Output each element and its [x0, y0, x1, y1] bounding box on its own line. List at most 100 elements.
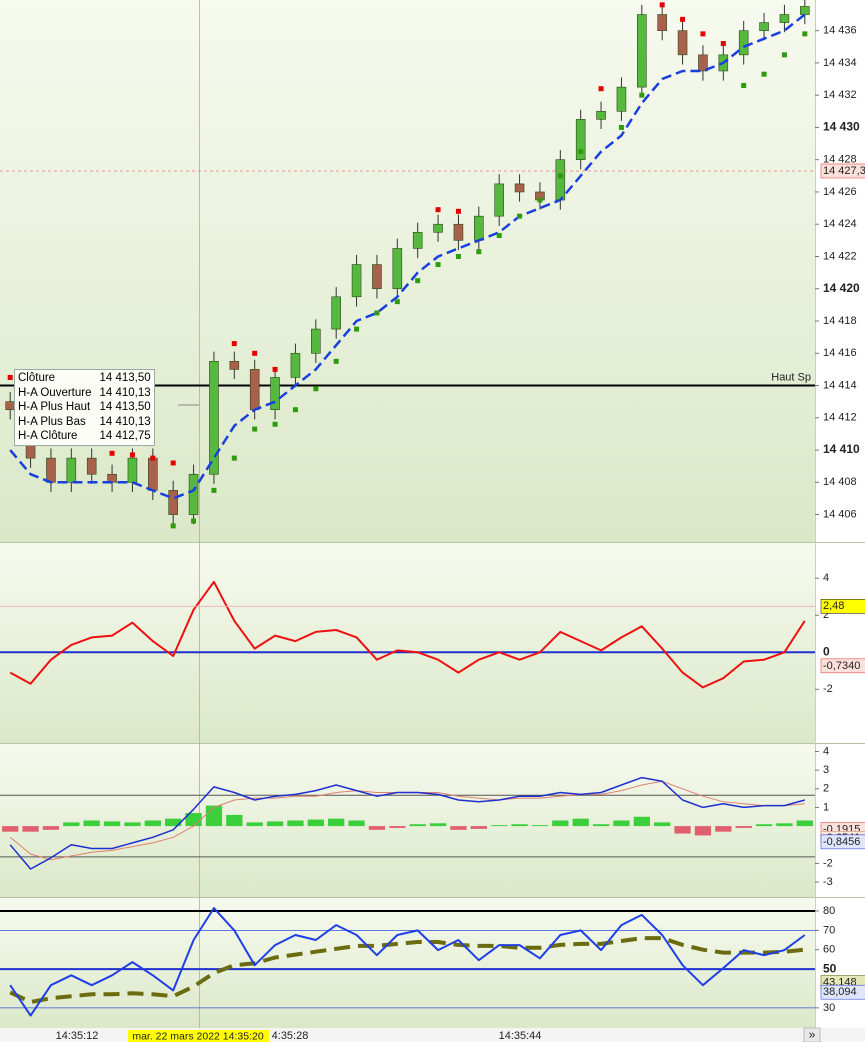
tooltip-value: 14 413,50	[99, 401, 151, 413]
tooltip-label: H-A Plus Bas	[18, 415, 86, 428]
candle-body	[351, 264, 362, 298]
y-tick-label: 14 434	[823, 57, 857, 69]
histogram-bar	[266, 821, 284, 827]
tooltip-value: 14 413,50	[99, 372, 151, 384]
value-tag: 14 427,3	[823, 165, 865, 177]
sar-dot	[659, 2, 665, 8]
histogram-bar	[674, 826, 691, 834]
candle-body	[433, 223, 443, 233]
histogram-bar	[654, 822, 671, 827]
sar-dot	[333, 358, 339, 364]
candle-body	[331, 296, 341, 330]
y-tick-label: 14 420	[823, 281, 860, 295]
sar-dot	[517, 213, 523, 219]
histogram-bar	[694, 826, 712, 836]
candle-body	[800, 6, 810, 15]
histogram-bar	[389, 826, 406, 828]
candle-body	[249, 369, 260, 411]
cursor-time: mar. 22 mars 2022 14:35:20	[132, 1030, 263, 1042]
sar-dot	[354, 326, 360, 332]
sar-dot	[150, 455, 156, 461]
value-tag: 0	[823, 644, 830, 658]
value-tag-box	[820, 163, 865, 179]
histogram-bar	[144, 820, 161, 827]
histogram-bar	[613, 820, 630, 827]
y-tick-label: 14 414	[823, 379, 857, 391]
series-line	[9, 13, 806, 500]
candle-body	[657, 14, 667, 31]
candle-body	[596, 111, 606, 120]
y-tick-label: 14 430	[823, 120, 860, 134]
histogram-bar	[470, 826, 487, 829]
y-tick-label: 14 422	[823, 250, 857, 262]
value-tag-box	[820, 658, 865, 674]
sar-dot	[231, 341, 237, 347]
sar-dot	[639, 92, 645, 98]
sar-dot	[7, 374, 13, 380]
histogram-bar	[226, 814, 243, 827]
histogram-bar	[124, 822, 141, 827]
sar-dot	[191, 518, 197, 524]
value-tag: -0,7340	[823, 660, 860, 672]
candle-body	[148, 457, 158, 491]
sar-dot	[231, 455, 237, 461]
y-tick-label: 30	[823, 1002, 835, 1014]
sar-dot	[496, 233, 502, 239]
tooltip-label: H-A Ouverture	[18, 386, 92, 399]
candle-body	[290, 352, 301, 378]
histogram-bar	[246, 822, 263, 827]
series-line	[9, 776, 805, 870]
candle-body	[412, 231, 423, 249]
pane-bg	[0, 0, 815, 542]
y-tick-label: -3	[823, 876, 833, 888]
tooltip-value: 14 412,75	[99, 430, 151, 442]
pane-bg	[0, 543, 815, 743]
sar-dot	[761, 71, 767, 77]
histogram-bar	[103, 821, 121, 827]
histogram-bar	[429, 823, 447, 827]
sar-dot	[415, 278, 421, 284]
value-tag: 2,48	[823, 600, 844, 612]
time-label: 14:35:12	[56, 1030, 99, 1042]
y-tick-label: 14 428	[823, 154, 857, 166]
sar-dot	[129, 452, 135, 458]
candle-body	[759, 22, 769, 31]
scroll-button-label[interactable]: »	[809, 1028, 816, 1042]
tooltip-value: 14 410,13	[99, 386, 151, 399]
sar-dot	[252, 426, 258, 432]
histogram-bar	[63, 822, 80, 827]
histogram-bar	[572, 818, 589, 827]
series-line	[9, 907, 806, 1017]
sar-dot	[741, 82, 747, 88]
y-tick-label: 4	[823, 572, 829, 584]
candle-body	[514, 183, 525, 193]
sar-dot	[394, 299, 400, 305]
sar-dot	[781, 52, 787, 58]
y-tick-label: 14 418	[823, 315, 857, 327]
sar-dot	[272, 421, 278, 427]
candle-body	[372, 264, 382, 290]
candle-body	[86, 457, 97, 475]
candle-body	[392, 248, 403, 290]
sar-dot	[435, 262, 441, 268]
histogram-bar	[450, 826, 467, 830]
histogram-bar	[328, 818, 345, 827]
sar-dot	[578, 149, 584, 155]
level-label: Haut Sp	[771, 371, 811, 383]
y-tick-label: 1	[823, 801, 829, 813]
histogram-bar	[348, 820, 365, 827]
y-tick-label: 14 416	[823, 347, 857, 359]
sar-dot	[170, 523, 176, 529]
cursor-time-box	[128, 1030, 269, 1042]
candle-body	[311, 328, 321, 354]
y-tick-label: 80	[823, 905, 835, 917]
sar-dot	[720, 41, 726, 47]
histogram-bar	[796, 820, 813, 827]
pane-bg	[0, 898, 815, 1028]
y-tick-label: 14 436	[823, 25, 857, 37]
tooltip: Clôture 14 413,50 H-A Ouverture 14 410,13 H-…	[14, 369, 155, 446]
y-tick-label: 14 406	[823, 508, 857, 520]
y-tick-label: 70	[823, 924, 835, 936]
